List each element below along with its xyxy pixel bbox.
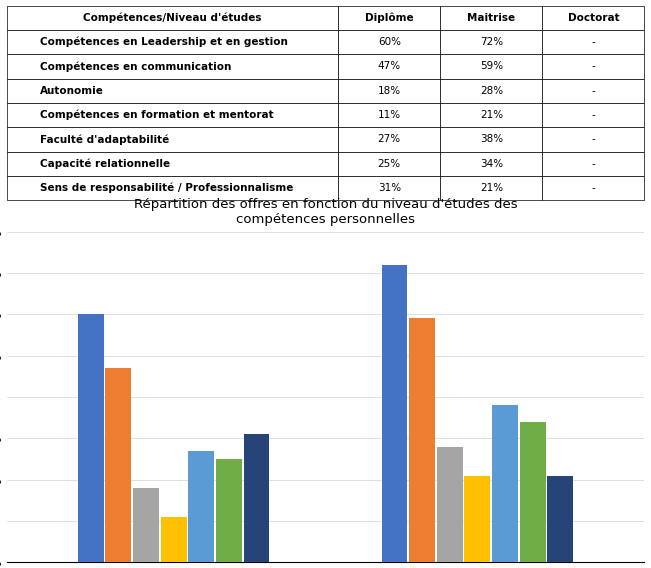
Bar [105, 368, 132, 562]
Bar [437, 446, 463, 562]
Bar [133, 488, 159, 562]
Bar [188, 451, 214, 562]
Bar [465, 475, 490, 562]
Bar [161, 517, 186, 562]
Bar [547, 475, 574, 562]
Bar [77, 314, 104, 562]
Bar [492, 405, 518, 562]
Bar [519, 422, 546, 562]
Bar [243, 434, 270, 562]
Title: Répartition des offres en fonction du niveau d'études des
compétences personnell: Répartition des offres en fonction du ni… [133, 198, 518, 226]
Bar [381, 265, 408, 562]
Bar [216, 459, 242, 562]
Bar [409, 319, 435, 562]
